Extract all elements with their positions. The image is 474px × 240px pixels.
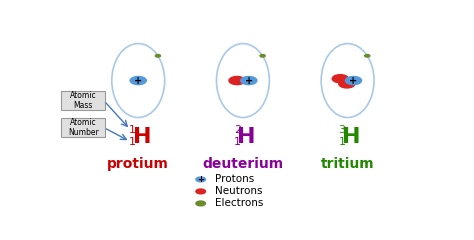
Text: 2: 2 [234, 126, 241, 135]
Circle shape [229, 77, 245, 85]
Circle shape [260, 54, 265, 57]
Text: Electrons: Electrons [215, 198, 263, 208]
Text: H: H [237, 127, 256, 147]
FancyBboxPatch shape [61, 118, 105, 137]
Text: +: + [197, 175, 204, 184]
Text: deuterium: deuterium [202, 157, 283, 171]
Circle shape [130, 77, 146, 85]
Text: tritium: tritium [321, 157, 374, 171]
Text: protium: protium [107, 157, 169, 171]
Text: Protons: Protons [215, 174, 254, 184]
Text: 1: 1 [234, 137, 241, 147]
Text: H: H [342, 127, 361, 147]
Text: 1: 1 [129, 126, 136, 135]
Text: 1: 1 [338, 137, 346, 147]
Text: H: H [133, 127, 151, 147]
Circle shape [196, 189, 205, 194]
Text: +: + [134, 76, 142, 85]
Circle shape [196, 201, 205, 206]
Text: +: + [349, 76, 357, 85]
Text: Atomic
Mass: Atomic Mass [70, 91, 96, 110]
Text: 1: 1 [129, 137, 136, 147]
Text: +: + [245, 76, 253, 85]
Text: Neutrons: Neutrons [215, 186, 262, 196]
Text: 3: 3 [338, 126, 346, 135]
Circle shape [365, 54, 370, 57]
Circle shape [346, 77, 362, 85]
Circle shape [241, 77, 257, 85]
Circle shape [196, 177, 205, 182]
Circle shape [339, 80, 355, 88]
Text: Atomic
Number: Atomic Number [68, 118, 99, 137]
Circle shape [155, 54, 161, 57]
FancyBboxPatch shape [61, 91, 105, 110]
Circle shape [332, 75, 348, 83]
